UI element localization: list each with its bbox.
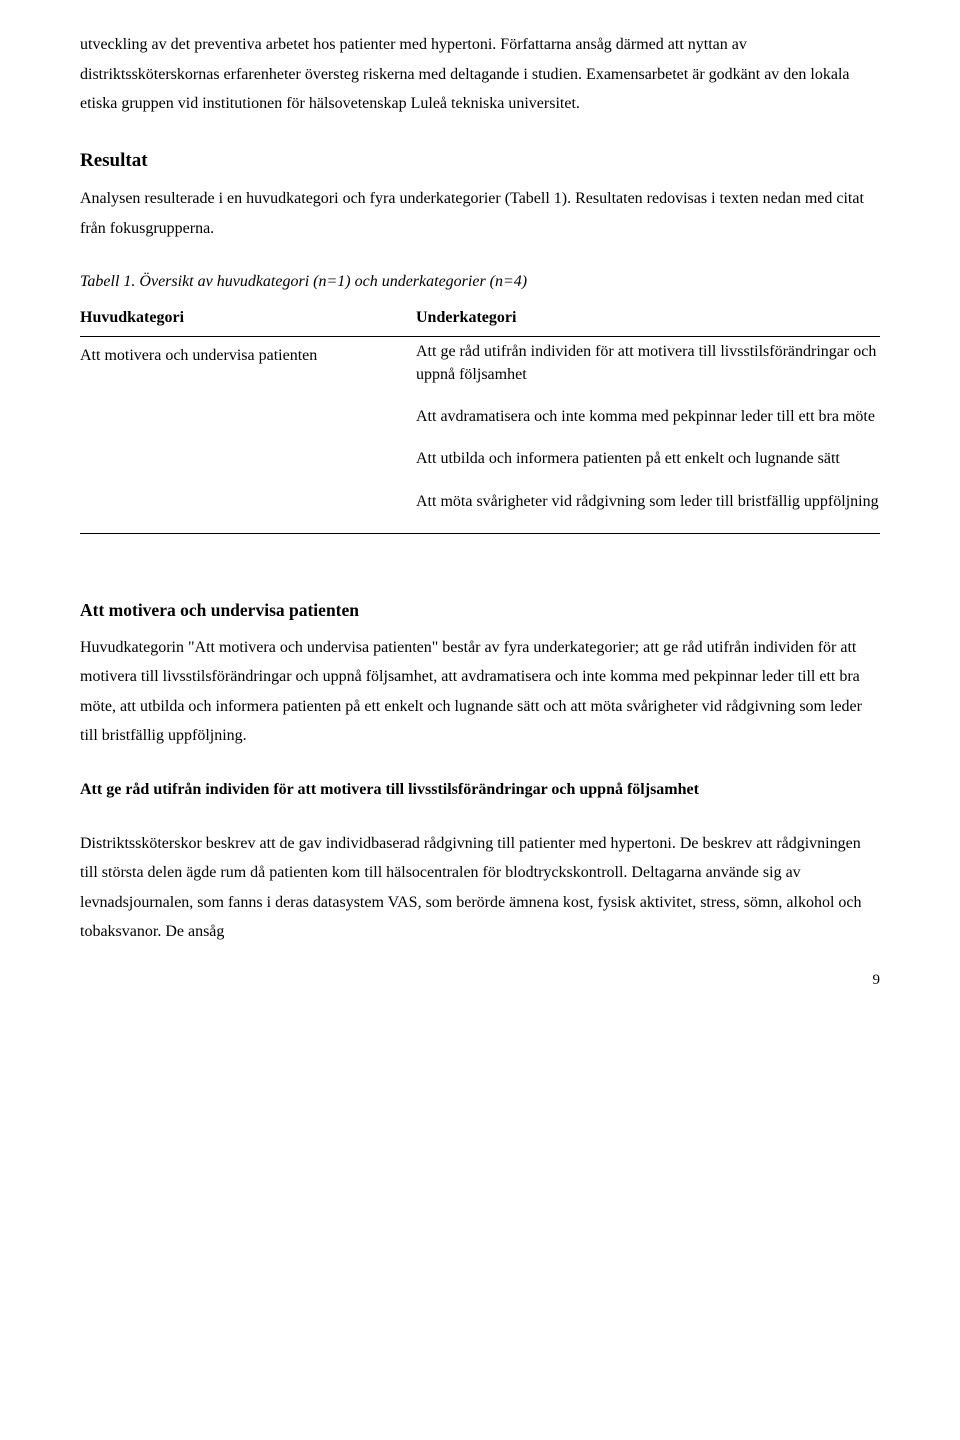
table-header-row: Huvudkategori Underkategori — [80, 301, 880, 337]
intro-paragraph: utveckling av det preventiva arbetet hos… — [80, 30, 880, 119]
page-number: 9 — [80, 967, 880, 995]
document-page: utveckling av det preventiva arbetet hos… — [0, 0, 960, 1035]
overview-table: Huvudkategori Underkategori Att motivera… — [80, 301, 880, 535]
table-title-prefix: Tabell 1. — [80, 273, 139, 290]
section-heading: Att motivera och undervisa patienten — [80, 594, 880, 626]
table-subitem: Att avdramatisera och inte komma med pek… — [416, 406, 880, 428]
table-subitem: Att utbilda och informera patienten på e… — [416, 448, 880, 470]
table-header-right: Underkategori — [416, 301, 880, 337]
table-right-cell: Att ge råd utifrån individen för att mot… — [416, 337, 880, 534]
resultat-heading: Resultat — [80, 143, 880, 178]
sub-heading: Att ge råd utifrån individen för att mot… — [80, 775, 880, 805]
table-subitem: Att möta svårigheter vid rådgivning som … — [416, 491, 880, 513]
resultat-paragraph: Analysen resulterade i en huvudkategori … — [80, 184, 880, 243]
table-title-rest: Översikt av huvudkategori (n=1) och unde… — [139, 273, 527, 290]
table-title: Tabell 1. Översikt av huvudkategori (n=1… — [80, 267, 880, 297]
section-paragraph: Huvudkategorin "Att motivera och undervi… — [80, 633, 880, 751]
table-subitem: Att ge råd utifrån individen för att mot… — [416, 341, 880, 386]
sub-paragraph: Distriktssköterskor beskrev att de gav i… — [80, 829, 880, 947]
table-header-left: Huvudkategori — [80, 301, 416, 337]
table-left-cell: Att motivera och undervisa patienten — [80, 337, 416, 534]
sub-heading-text: Att ge råd utifrån individen för att mot… — [80, 781, 699, 798]
table-body-row: Att motivera och undervisa patienten Att… — [80, 337, 880, 534]
